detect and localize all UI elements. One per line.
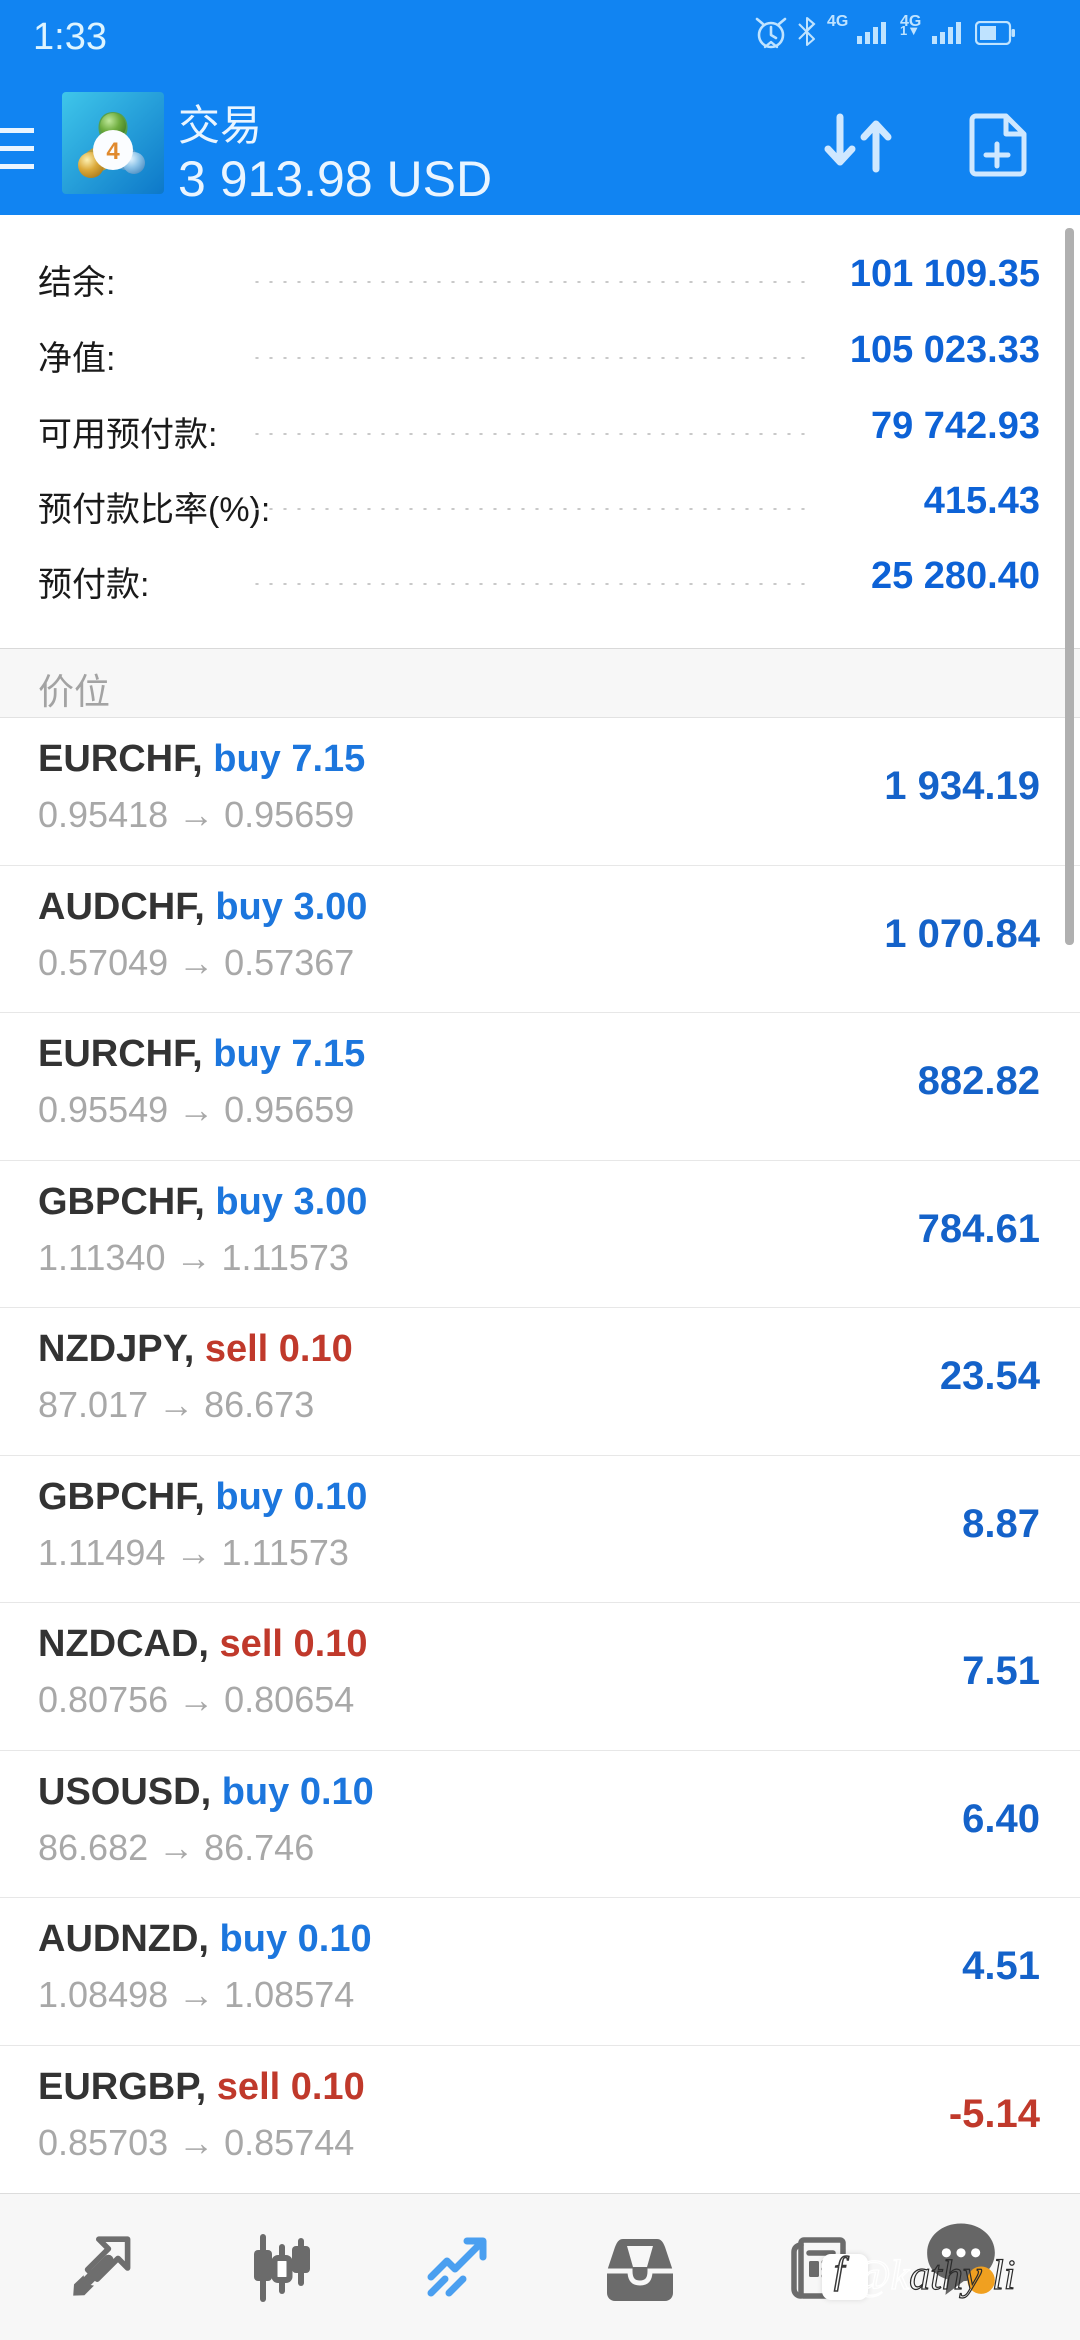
svg-text:4: 4 bbox=[106, 138, 120, 165]
